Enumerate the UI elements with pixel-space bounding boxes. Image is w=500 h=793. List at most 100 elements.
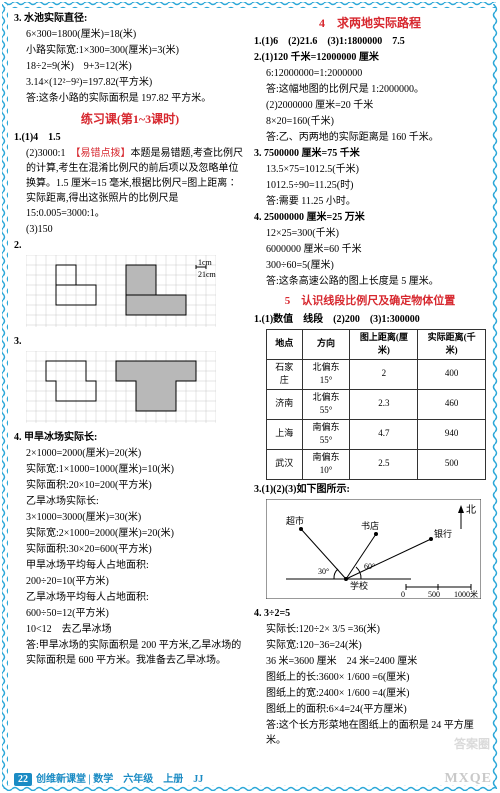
text-line: 图纸上的宽:2400× 1/600 =4(厘米) [254,686,486,701]
text-line: 2.(1)120 千米=12000000 厘米 [254,50,486,65]
text-line: 12×25=300(千米) [254,226,486,241]
table-cell: 南偏东55° [302,419,350,449]
practice-title: 练习课(第1~3课时) [14,110,246,128]
svg-text:0: 0 [401,590,405,599]
text-line: 10<12 去乙旱冰场 [14,622,246,637]
r5a: 1.(1)数值 线段 (2)200 (3)1:300000 [254,312,486,327]
text-line: 300÷60=5(厘米) [254,258,486,273]
grid2-figure: 1cm 21cm [26,255,246,332]
svg-text:1000米: 1000米 [454,589,478,599]
table-cell: 2 [350,359,418,389]
footer-text: 创维新课堂 | 数学 六年级 上册 JJ [36,774,203,785]
text-line: 乙旱冰场平均每人占地面积: [14,590,246,605]
svg-text:1cm: 1cm [198,258,213,267]
table-row: 石家庄北偏东15°2400 [267,359,486,389]
p1b-hl: 【易错点拨】 [75,148,130,159]
text-line: 实际面积:20×10=200(平方米) [14,478,246,493]
table-cell: 上海 [267,419,303,449]
svg-text:超市: 超市 [286,515,304,526]
text-line: 答:甲旱冰场的实际面积是 200 平方米,乙旱冰场的实际面积是 600 平方米。… [14,638,246,668]
text-line: 甲旱冰场平均每人占地面积: [14,558,246,573]
grid3-figure [26,351,246,428]
svg-text:银行: 银行 [434,528,452,539]
q3-l3: 18÷2=9(米) 9+3=12(米) [14,59,246,74]
r4b-block: 4. 3÷2=5实际长:120÷2× 3/5 =36(米)实际宽:120−36=… [254,606,486,748]
p1a: 1.(1)4 1.5 [14,130,246,145]
table-row: 上海南偏东55°4.7940 [267,419,486,449]
text-line: 答:这幅地图的比例尺是 1:2000000。 [254,82,486,97]
table-cell: 济南 [267,389,303,419]
text-line: 3×1000=3000(厘米)=30(米) [14,510,246,525]
p1b-head: (2)3000:1 [26,148,75,159]
text-line: 乙旱冰场实际长: [14,494,246,509]
text-line: 4. 3÷2=5 [254,606,486,621]
table-cell: 2.5 [350,449,418,479]
text-line: 实际长:120÷2× 3/5 =36(米) [254,622,486,637]
p1b: (2)3000:1 【易错点拨】本题是易错题,考查比例尺的计算,考生在混淆比例尺… [14,146,246,221]
page-content: 3. 水池实际直径: 6×300=1800(厘米)=18(米) 小路实际宽:1×… [14,10,486,749]
page-number: 22 [14,773,32,786]
page-footer: 22 创维新课堂 | 数学 六年级 上册 JJ [14,772,203,787]
text-line: 2×1000=2000(厘米)=20(米) [14,446,246,461]
watermark-answer: 答案圈 [454,735,490,753]
q3-l5: 答:这条小路的实际面积是 197.82 平方米。 [14,91,246,106]
table-cell: 500 [418,449,486,479]
table-header: 实际距离(千米) [418,329,486,359]
text-line: 答:乙、丙两地的实际距离是 160 千米。 [254,130,486,145]
table-cell: 940 [418,419,486,449]
table-row: 武汉南偏东10°2.5500 [267,449,486,479]
text-line: 实际宽:120−36=24(米) [254,638,486,653]
text-line: 6:12000000=1:2000000 [254,66,486,81]
q3-l4: 3.14×(12²−9²)=197.82(平方米) [14,75,246,90]
text-line: 4. 25000000 厘米=25 万米 [254,210,486,225]
left-column: 3. 水池实际直径: 6×300=1800(厘米)=18(米) 小路实际宽:1×… [14,10,246,749]
text-line: 实际面积:30×20=600(平方米) [14,542,246,557]
text-line: 1012.5÷90=11.25(时) [254,178,486,193]
text-line: 实际宽:2×1000=2000(厘米)=20(米) [14,526,246,541]
svg-text:学校: 学校 [350,580,368,591]
table-cell: 北偏东55° [302,389,350,419]
r3fig-label: 3.(1)(2)(3)如下图所示: [254,482,486,497]
grid2-label: 2. [14,238,246,253]
text-line: 图纸上的长:3600× 1/600 =6(厘米) [254,670,486,685]
q3-l2: 小路实际宽:1×300=300(厘米)=3(米) [14,43,246,58]
watermark-mxqe: MXQE [444,768,492,789]
text-line: (2)2000000 厘米=20 千米 [254,98,486,113]
svg-text:60°: 60° [364,562,375,571]
text-line: 图纸上的面积:6×4=24(平方厘米) [254,702,486,717]
table-cell: 400 [418,359,486,389]
text-line: 8×20=160(千米) [254,114,486,129]
table-cell: 南偏东10° [302,449,350,479]
table-cell: 460 [418,389,486,419]
title5: 5 认识线段比例尺及确定物体位置 [254,293,486,310]
svg-text:30°: 30° [318,567,329,576]
right-column: 4 求两地实际路程 1.(1)6 (2)21.6 (3)1:1800000 7.… [254,10,486,749]
q4-block: 4. 甲旱冰场实际长:2×1000=2000(厘米)=20(米)实际宽:1×10… [14,430,246,668]
r1: 1.(1)6 (2)21.6 (3)1:1800000 7.5 [254,34,486,49]
text-line: 13.5×75=1012.5(千米) [254,162,486,177]
text-line: 4. 甲旱冰场实际长: [14,430,246,445]
text-line: 200÷20=10(平方米) [14,574,246,589]
r3-block: 3. 7500000 厘米=75 千米13.5×75=1012.5(千米)101… [254,146,486,209]
r4-block: 4. 25000000 厘米=25 万米12×25=300(千米)6000000… [254,210,486,289]
table-cell: 4.7 [350,419,418,449]
q3-l1: 6×300=1800(厘米)=18(米) [14,27,246,42]
text-line: 答:需要 11.25 小时。 [254,194,486,209]
svg-text:21cm: 21cm [198,270,216,279]
grid3-label: 3. [14,334,246,349]
table-cell: 北偏东15° [302,359,350,389]
text-line: 6000000 厘米=60 千米 [254,242,486,257]
svg-text:500: 500 [428,590,440,599]
north-label: 北 [466,504,476,516]
text-line: 答:这个长方形菜地在图纸上的面积是 24 平方厘米。 [254,718,486,748]
q3-title: 3. 水池实际直径: [14,11,246,26]
p1c: (3)150 [14,222,246,237]
table-cell: 石家庄 [267,359,303,389]
distance-table: 地点方向图上距离(厘米)实际距离(千米) 石家庄北偏东15°2400济南北偏东5… [266,329,486,480]
table-header: 方向 [302,329,350,359]
text-line: 实际宽:1×1000=1000(厘米)=10(米) [14,462,246,477]
text-line: 答:这条高速公路的图上长度是 5 厘米。 [254,274,486,289]
table-cell: 2.3 [350,389,418,419]
map-figure: 北 学校 银行 书店 超市 60° [266,499,486,604]
text-line: 36 米=3600 厘米 24 米=2400 厘米 [254,654,486,669]
